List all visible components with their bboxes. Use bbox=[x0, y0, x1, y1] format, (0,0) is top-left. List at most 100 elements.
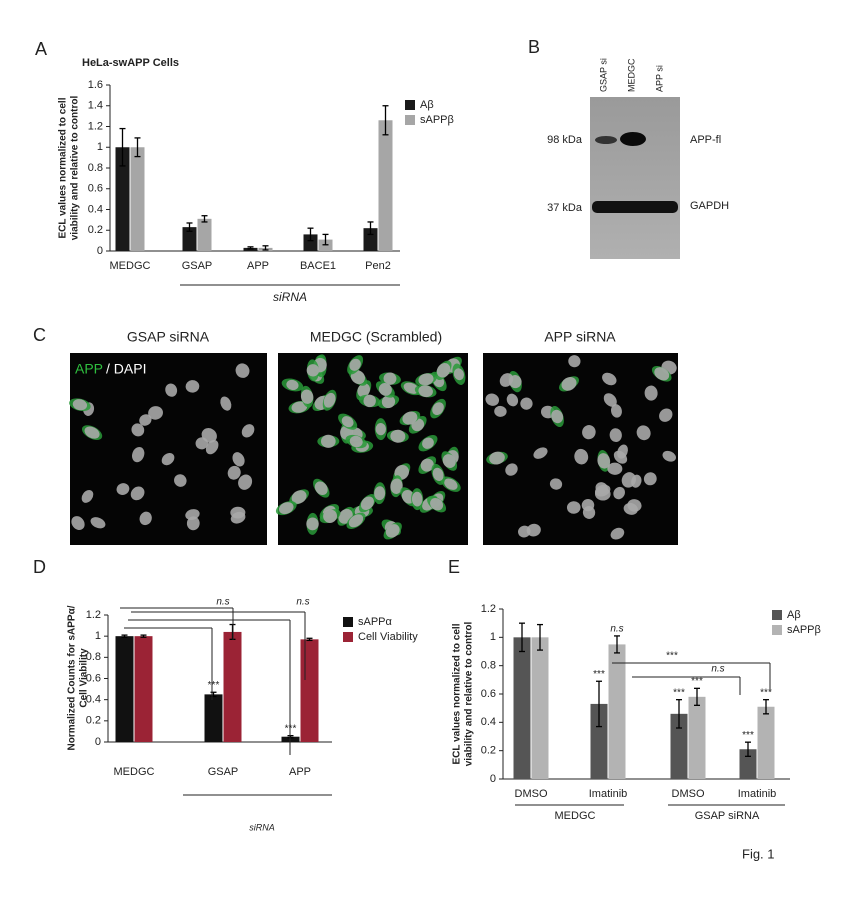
cell-nucleus bbox=[520, 397, 533, 410]
cell-nucleus bbox=[235, 363, 250, 378]
cell-nucleus bbox=[291, 401, 308, 413]
y-axis-label: viability and relative to control bbox=[464, 622, 475, 767]
comparison-label: n.s bbox=[216, 597, 229, 608]
y-axis-label: Normalized Counts for sAPPα/ bbox=[67, 605, 78, 750]
marker-label: 98 kDa bbox=[547, 134, 583, 146]
y-tick-label: 0.8 bbox=[88, 162, 103, 174]
legend-label: Aβ bbox=[787, 609, 801, 621]
cell-nucleus bbox=[357, 383, 371, 398]
cell-nucleus bbox=[442, 454, 456, 468]
cell-nucleus bbox=[174, 474, 187, 487]
y-tick-label: 0.4 bbox=[481, 716, 496, 728]
bar bbox=[130, 147, 145, 251]
cell-nucleus bbox=[323, 509, 338, 523]
cell-nucleus bbox=[582, 425, 596, 440]
lane-label: MEDGC bbox=[626, 58, 636, 92]
cell-nucleus bbox=[561, 377, 577, 391]
cell-nucleus bbox=[341, 416, 354, 428]
marker-label: 37 kDa bbox=[547, 202, 583, 214]
y-tick-label: 0.6 bbox=[481, 688, 496, 700]
chart-title: HeLa-swAPP Cells bbox=[82, 57, 179, 69]
bar bbox=[303, 234, 318, 251]
x-tick-label: DMSO bbox=[515, 788, 548, 800]
bar bbox=[513, 637, 531, 779]
cell-nucleus bbox=[582, 505, 596, 519]
cell-nucleus bbox=[286, 379, 299, 391]
y-axis-label: ECL values normalized to cell bbox=[58, 97, 69, 238]
y-tick-label: 0.4 bbox=[88, 203, 103, 215]
cell-nucleus bbox=[130, 486, 145, 501]
cell-nucleus bbox=[436, 363, 451, 378]
cell-nucleus bbox=[613, 486, 625, 500]
blot-band bbox=[592, 201, 678, 213]
cell-nucleus bbox=[654, 367, 670, 381]
cell-nucleus bbox=[609, 428, 622, 443]
y-tick-label: 1.2 bbox=[86, 609, 101, 621]
cell-nucleus bbox=[403, 382, 419, 394]
legend-swatch bbox=[772, 610, 782, 620]
cell-nucleus bbox=[320, 434, 336, 448]
cell-nucleus bbox=[597, 453, 611, 469]
cell-nucleus bbox=[323, 392, 336, 408]
cell-nucleus bbox=[132, 446, 145, 463]
panel-label: E bbox=[448, 557, 460, 577]
bar bbox=[115, 147, 130, 251]
lane-label: GSAP si bbox=[598, 58, 608, 92]
band-label: APP-fl bbox=[690, 134, 721, 146]
cell-nucleus bbox=[662, 450, 677, 462]
bar bbox=[670, 713, 688, 779]
cell-nucleus bbox=[518, 525, 531, 538]
y-tick-label: 1 bbox=[490, 631, 496, 643]
legend-label: sAPPβ bbox=[420, 114, 454, 126]
cell-nucleus bbox=[71, 516, 85, 531]
cell-nucleus bbox=[241, 424, 255, 438]
figure-label: Fig. 1 bbox=[742, 846, 775, 861]
legend-label: sAPPβ bbox=[787, 624, 821, 636]
cell-nucleus bbox=[314, 481, 328, 496]
significance-label: *** bbox=[742, 730, 754, 741]
panel-label: C bbox=[33, 325, 46, 345]
comparison-label: n.s bbox=[711, 664, 724, 675]
blot-image bbox=[590, 97, 680, 259]
cell-nucleus bbox=[230, 506, 246, 519]
bar bbox=[204, 694, 223, 742]
cell-nucleus bbox=[139, 511, 152, 526]
bar bbox=[182, 227, 197, 251]
legend-label: Cell Viability bbox=[358, 631, 418, 643]
y-tick-label: 0 bbox=[97, 245, 103, 257]
cell-nucleus bbox=[84, 426, 100, 439]
legend-swatch bbox=[772, 625, 782, 635]
cell-nucleus bbox=[185, 509, 200, 520]
cell-nucleus bbox=[383, 372, 397, 385]
cell-nucleus bbox=[611, 404, 622, 418]
cell-nucleus bbox=[485, 393, 500, 406]
x-tick-label: APP bbox=[247, 260, 269, 272]
cell-nucleus bbox=[350, 370, 366, 385]
cell-nucleus bbox=[432, 402, 444, 416]
cell-nucleus bbox=[643, 472, 657, 486]
group-label: GSAP siRNA bbox=[695, 810, 760, 822]
comparison-label: *** bbox=[666, 651, 678, 662]
cell-nucleus bbox=[385, 524, 400, 538]
cell-nucleus bbox=[161, 452, 175, 466]
y-tick-label: 1.6 bbox=[88, 79, 103, 91]
y-tick-label: 1.2 bbox=[88, 120, 103, 132]
cell-nucleus bbox=[506, 393, 519, 407]
cell-nucleus bbox=[610, 527, 625, 540]
y-axis-label: ECL values normalized to cell bbox=[452, 623, 463, 764]
stain-label: / DAPI bbox=[106, 361, 146, 377]
cell-nucleus bbox=[627, 499, 642, 512]
cell-nucleus bbox=[551, 409, 564, 424]
x-tick-label: GSAP bbox=[208, 766, 239, 778]
significance-label: *** bbox=[691, 676, 703, 687]
bar bbox=[300, 639, 319, 742]
cell-nucleus bbox=[227, 465, 241, 480]
cell-nucleus bbox=[402, 411, 418, 425]
bar bbox=[590, 703, 608, 779]
x-tick-label: Imatinib bbox=[738, 788, 777, 800]
y-axis-label: viability and relative to control bbox=[70, 96, 81, 241]
y-tick-label: 0.6 bbox=[86, 672, 101, 684]
y-tick-label: 0.2 bbox=[88, 224, 103, 236]
bar bbox=[197, 218, 212, 251]
legend-swatch bbox=[343, 632, 353, 642]
